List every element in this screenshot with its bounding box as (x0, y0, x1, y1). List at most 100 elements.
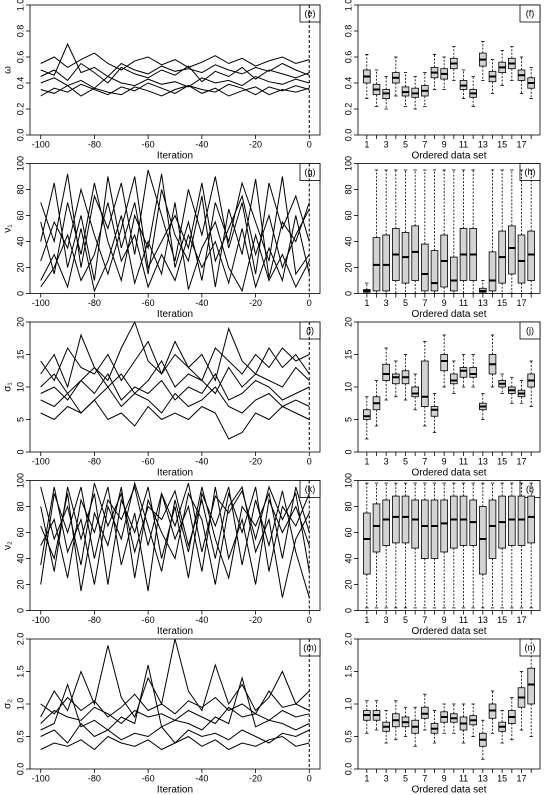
trace-line (40, 62, 310, 84)
x-tick-label: 11 (459, 298, 468, 308)
panel-label-box (519, 321, 541, 340)
trace-line (40, 202, 310, 293)
x-tick-label: 13 (478, 615, 488, 625)
x-tick-label: 1 (364, 298, 369, 308)
plot-frame (357, 638, 541, 770)
y-tick-label: 60 (343, 210, 353, 220)
panel-label-box (299, 480, 321, 498)
y-axis-label: ν₂ (3, 541, 14, 550)
y-tick-label: 0.5 (343, 730, 353, 743)
x-axis-label: Ordered data set (411, 151, 486, 162)
box (382, 234, 390, 292)
x-tick-label: 0 (307, 139, 312, 149)
trace-line (40, 84, 310, 97)
y-tick-label: 0 (15, 608, 25, 613)
x-tick-label: 5 (403, 773, 408, 783)
y-tick-label: 2.0 (343, 633, 353, 646)
y-tick-label: 60 (15, 210, 25, 220)
x-tick-label: -100 (32, 456, 50, 466)
y-axis-label: σ₂ (3, 699, 14, 709)
y-tick-label: 10 (343, 382, 353, 392)
x-tick-label: -100 (32, 615, 50, 625)
y-tick-label: 0 (343, 608, 353, 613)
panel-label-box (299, 4, 321, 23)
x-tick-label: -80 (88, 615, 101, 625)
x-tick-label: 15 (497, 456, 507, 466)
plot-frame (29, 163, 321, 294)
x-tick-label: -40 (195, 298, 208, 308)
y-tick-label: 100 (15, 156, 25, 171)
box (372, 503, 381, 553)
trace-line (40, 486, 310, 598)
y-tick-label: 5 (15, 417, 25, 422)
x-tick-label: 15 (497, 615, 507, 625)
x-tick-label: 1 (364, 139, 369, 149)
panel-label: (n) (525, 642, 536, 652)
trace-line (40, 340, 310, 382)
x-tick-label: 1 (364, 615, 369, 625)
trace-line (40, 202, 310, 289)
y-tick-label: 20 (15, 262, 25, 272)
trace-line (40, 664, 310, 731)
panel-label-box (299, 321, 321, 340)
y-tick-label: 60 (343, 527, 353, 537)
x-tick-label: 0 (307, 298, 312, 308)
x-axis-label: Iteration (157, 151, 193, 162)
x-tick-label: 7 (422, 456, 427, 466)
y-tick-label: 1.0 (15, 698, 25, 711)
x-axis-label: Iteration (157, 309, 193, 320)
x-tick-label: 1 (364, 456, 369, 466)
x-tick-label: 9 (442, 773, 447, 783)
x-tick-label: 3 (384, 456, 389, 466)
box (421, 360, 429, 407)
x-tick-label: -20 (249, 773, 262, 783)
x-tick-label: -20 (249, 615, 262, 625)
x-tick-label: -40 (195, 615, 208, 625)
box (382, 363, 390, 381)
x-axis-label: Ordered data set (411, 626, 486, 637)
x-axis-label: Iteration (157, 626, 193, 637)
y-tick-label: 0.4 (15, 77, 25, 90)
y-tick-label: 20 (343, 262, 353, 272)
y-tick-label: 20 (343, 579, 353, 589)
trace-line (40, 373, 310, 401)
y-tick-label: 0.0 (343, 129, 353, 142)
x-tick-label: 13 (478, 139, 488, 149)
x-tick-label: 7 (422, 298, 427, 308)
box (508, 495, 516, 546)
x-axis-label: Ordered data set (411, 309, 486, 320)
x-tick-label: -80 (88, 773, 101, 783)
x-tick-label: 13 (478, 298, 488, 308)
x-tick-label: 17 (516, 139, 526, 149)
y-tick-label: 15 (343, 349, 353, 359)
box (430, 406, 439, 417)
panel-label: (k) (305, 484, 316, 494)
y-tick-label: 100 (343, 473, 353, 488)
trace-line (40, 690, 310, 718)
y-tick-label: 0 (15, 291, 25, 296)
x-tick-label: -100 (32, 773, 50, 783)
y-tick-label: 0 (15, 449, 25, 454)
y-tick-label: 5 (343, 417, 353, 422)
y-tick-label: 0.6 (343, 51, 353, 64)
y-tick-label: 0 (343, 291, 353, 296)
y-tick-label: 40 (15, 236, 25, 246)
x-tick-label: 0 (307, 456, 312, 466)
x-tick-label: 5 (403, 298, 408, 308)
panel-label: (j) (526, 325, 534, 335)
x-tick-label: -60 (142, 139, 155, 149)
y-tick-label: 15 (15, 349, 25, 359)
y-tick-label: 80 (15, 501, 25, 511)
x-tick-label: 3 (384, 298, 389, 308)
panel-label: (h) (525, 167, 536, 177)
x-tick-label: 9 (442, 615, 447, 625)
x-tick-label: -20 (249, 298, 262, 308)
x-tick-label: 11 (459, 139, 468, 149)
y-tick-label: 1.0 (343, 0, 353, 11)
x-tick-label: 3 (384, 615, 389, 625)
x-tick-label: 9 (442, 298, 447, 308)
plot-frame (357, 480, 541, 611)
x-tick-label: -100 (32, 139, 50, 149)
x-tick-label: 0 (307, 773, 312, 783)
box (411, 225, 419, 281)
